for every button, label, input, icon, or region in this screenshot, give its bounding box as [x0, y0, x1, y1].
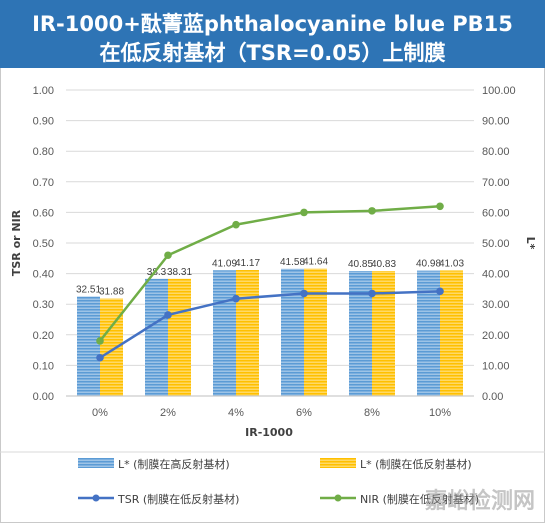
x-axis: 0% 2% 4% 6% 8% 10% [66, 395, 474, 419]
bar-l-high [145, 278, 168, 396]
bar-l-low [372, 271, 395, 396]
point-tsr [232, 294, 240, 303]
y-tick-label-right: 20.00 [482, 330, 510, 342]
y-tick-label-right: 100.00 [482, 85, 516, 97]
y-tick-label-right: 30.00 [482, 299, 510, 311]
x-tick-label: 4% [228, 407, 244, 419]
line-tsr [99, 290, 441, 359]
right-axis: 0.00 10.00 20.00 30.00 40.00 50.00 60.00 70.00 8… [482, 85, 516, 403]
bar-l-high [417, 270, 440, 396]
y-tick-label-right: 0.00 [482, 391, 503, 403]
y-axis-label-left: TSR or NIR [10, 209, 23, 276]
chart-title-line-1: IR-1000+酞菁蓝phthalocyanine blue PB15 [32, 12, 513, 36]
y-tick-label-right: 10.00 [482, 360, 510, 372]
x-tick-label: 8% [364, 407, 380, 419]
data-label: 41.58 [280, 257, 305, 268]
x-axis-label: IR-1000 [245, 426, 293, 439]
data-label: 31.88 [99, 286, 124, 297]
data-label: 40.83 [371, 259, 396, 270]
data-label: 40.98 [416, 259, 441, 270]
y-tick-label-left: 0.90 [33, 116, 54, 128]
bar-l-low [168, 278, 191, 396]
x-tick-label: 2% [160, 407, 176, 419]
bars: 32.51 38.3 41.09 41.58 40.85 40.98 31.88 38.31 4… [76, 257, 464, 396]
y-tick-label-left: 1.00 [33, 85, 54, 97]
x-tick-label: 6% [296, 407, 312, 419]
y-tick-label-left: 0.60 [33, 207, 54, 219]
point-nir [436, 202, 444, 211]
title-bar: IR-1000+酞菁蓝phthalocyanine blue PB15 在低反射… [0, 0, 545, 68]
data-label: 40.85 [348, 259, 373, 270]
bar-l-high [349, 270, 372, 396]
y-tick-label-right: 90.00 [482, 116, 510, 128]
point-nir [164, 251, 172, 260]
data-label: 41.64 [303, 257, 328, 268]
bar-l-low [236, 270, 259, 396]
bar-l-high [77, 296, 100, 396]
y-tick-label-left: 0.30 [33, 299, 54, 311]
data-label: 41.17 [235, 258, 260, 269]
chart-title-line-2: 在低反射基材（TSR=0.05）上制膜 [99, 41, 446, 65]
y-tick-label-left: 0.50 [33, 238, 54, 250]
y-axis-label-right: L* [524, 237, 537, 250]
y-tick-label-right: 70.00 [482, 177, 510, 189]
y-tick-label-right: 50.00 [482, 238, 510, 250]
bar-l-low [440, 270, 463, 396]
point-nir [232, 220, 240, 229]
point-nir [300, 208, 308, 217]
y-tick-label-left: 0.20 [33, 330, 54, 342]
bar-l-low [304, 268, 327, 396]
y-tick-label-right: 60.00 [482, 207, 510, 219]
point-nir [96, 337, 104, 345]
lines [96, 202, 444, 362]
data-label: 32.51 [76, 285, 101, 296]
line-nir [99, 205, 441, 342]
data-label: 41.09 [212, 258, 237, 269]
data-label: 38.31 [167, 267, 192, 278]
data-label: 41.03 [439, 258, 464, 269]
data-label: 38.3 [147, 267, 167, 278]
point-tsr [96, 353, 104, 362]
x-tick-label: 10% [429, 407, 451, 419]
y-tick-label-right: 80.00 [482, 146, 510, 158]
point-tsr [164, 311, 172, 319]
bar-l-low [100, 298, 123, 396]
y-tick-label-left: 0.80 [33, 146, 54, 158]
point-tsr [300, 289, 308, 298]
watermark: 嘉峪检测网 [424, 489, 535, 514]
bar-l-high [213, 270, 236, 396]
y-tick-label-right: 40.00 [482, 269, 510, 281]
gridlines [66, 89, 474, 397]
bar-l-high [281, 268, 304, 396]
y-tick-label-left: 0.70 [33, 177, 54, 189]
y-tick-label-left: 0.00 [33, 391, 54, 403]
point-tsr [436, 287, 444, 296]
left-axis: 0.00 0.10 0.20 0.30 0.40 0.50 0.60 0.70 0.80 0.90… [33, 85, 54, 403]
point-nir [368, 207, 376, 215]
x-tick-label: 0% [92, 407, 108, 419]
point-tsr [368, 289, 376, 298]
y-tick-label-left: 0.40 [33, 269, 54, 281]
y-tick-label-left: 0.10 [33, 360, 54, 372]
